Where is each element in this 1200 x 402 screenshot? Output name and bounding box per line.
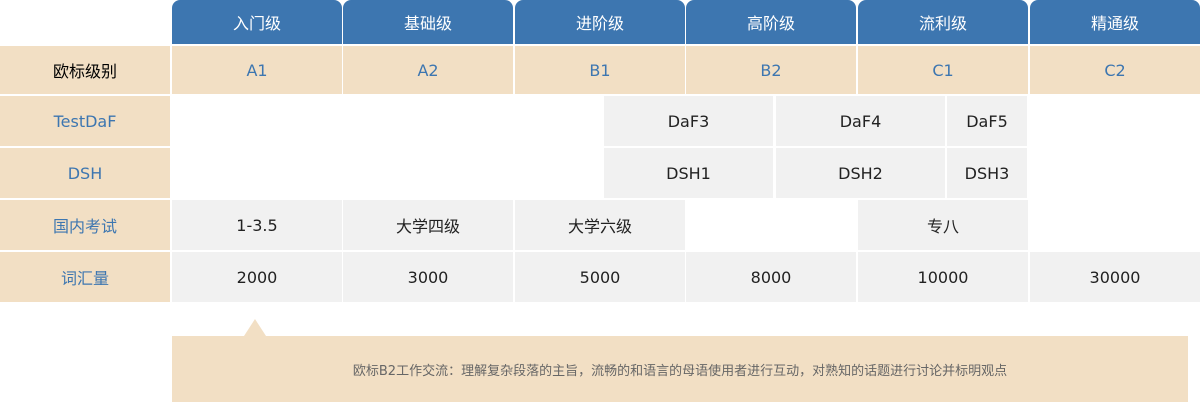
vocab-cell: 8000 bbox=[686, 252, 856, 302]
domestic-exam-cell: 专八 bbox=[858, 200, 1028, 250]
row-label-domestic: 国内考试 bbox=[0, 200, 170, 250]
cefr-cell: B1 bbox=[515, 46, 685, 94]
callout-pointer bbox=[244, 319, 266, 336]
domestic-exam-cell: 大学六级 bbox=[515, 200, 685, 250]
row-label-dsh: DSH bbox=[0, 148, 170, 198]
cefr-cell: A1 bbox=[172, 46, 342, 94]
dsh-cell: DSH1 bbox=[604, 148, 773, 198]
domestic-exam-cell: 1-3.5 bbox=[172, 200, 342, 250]
level-header: 进阶级 bbox=[515, 0, 685, 44]
level-description-callout: 欧标B2工作交流：理解复杂段落的主旨，流畅的和语言的母语使用者进行互动，对熟知的… bbox=[172, 336, 1188, 402]
dsh-cell: DSH2 bbox=[776, 148, 945, 198]
testdaf-cell: DaF3 bbox=[604, 96, 773, 146]
testdaf-cell: DaF5 bbox=[947, 96, 1027, 146]
cefr-cell: C1 bbox=[858, 46, 1028, 94]
vocab-cell: 5000 bbox=[515, 252, 685, 302]
dsh-cell: DSH3 bbox=[947, 148, 1027, 198]
level-header: 基础级 bbox=[343, 0, 513, 44]
cefr-cell: A2 bbox=[343, 46, 513, 94]
vocab-cell: 2000 bbox=[172, 252, 342, 302]
testdaf-cell: DaF4 bbox=[776, 96, 945, 146]
level-header: 入门级 bbox=[172, 0, 342, 44]
cefr-cell: B2 bbox=[686, 46, 856, 94]
vocab-cell: 3000 bbox=[343, 252, 513, 302]
level-header: 高阶级 bbox=[686, 0, 856, 44]
vocab-cell: 10000 bbox=[858, 252, 1028, 302]
row-label-cefr: 欧标级别 bbox=[0, 46, 170, 94]
level-header: 流利级 bbox=[858, 0, 1028, 44]
row-label-testdaf: TestDaF bbox=[0, 96, 170, 146]
level-header: 精通级 bbox=[1030, 0, 1200, 44]
cefr-cell: C2 bbox=[1030, 46, 1200, 94]
row-label-vocab: 词汇量 bbox=[0, 252, 170, 302]
domestic-exam-cell: 大学四级 bbox=[343, 200, 513, 250]
vocab-cell: 30000 bbox=[1030, 252, 1200, 302]
